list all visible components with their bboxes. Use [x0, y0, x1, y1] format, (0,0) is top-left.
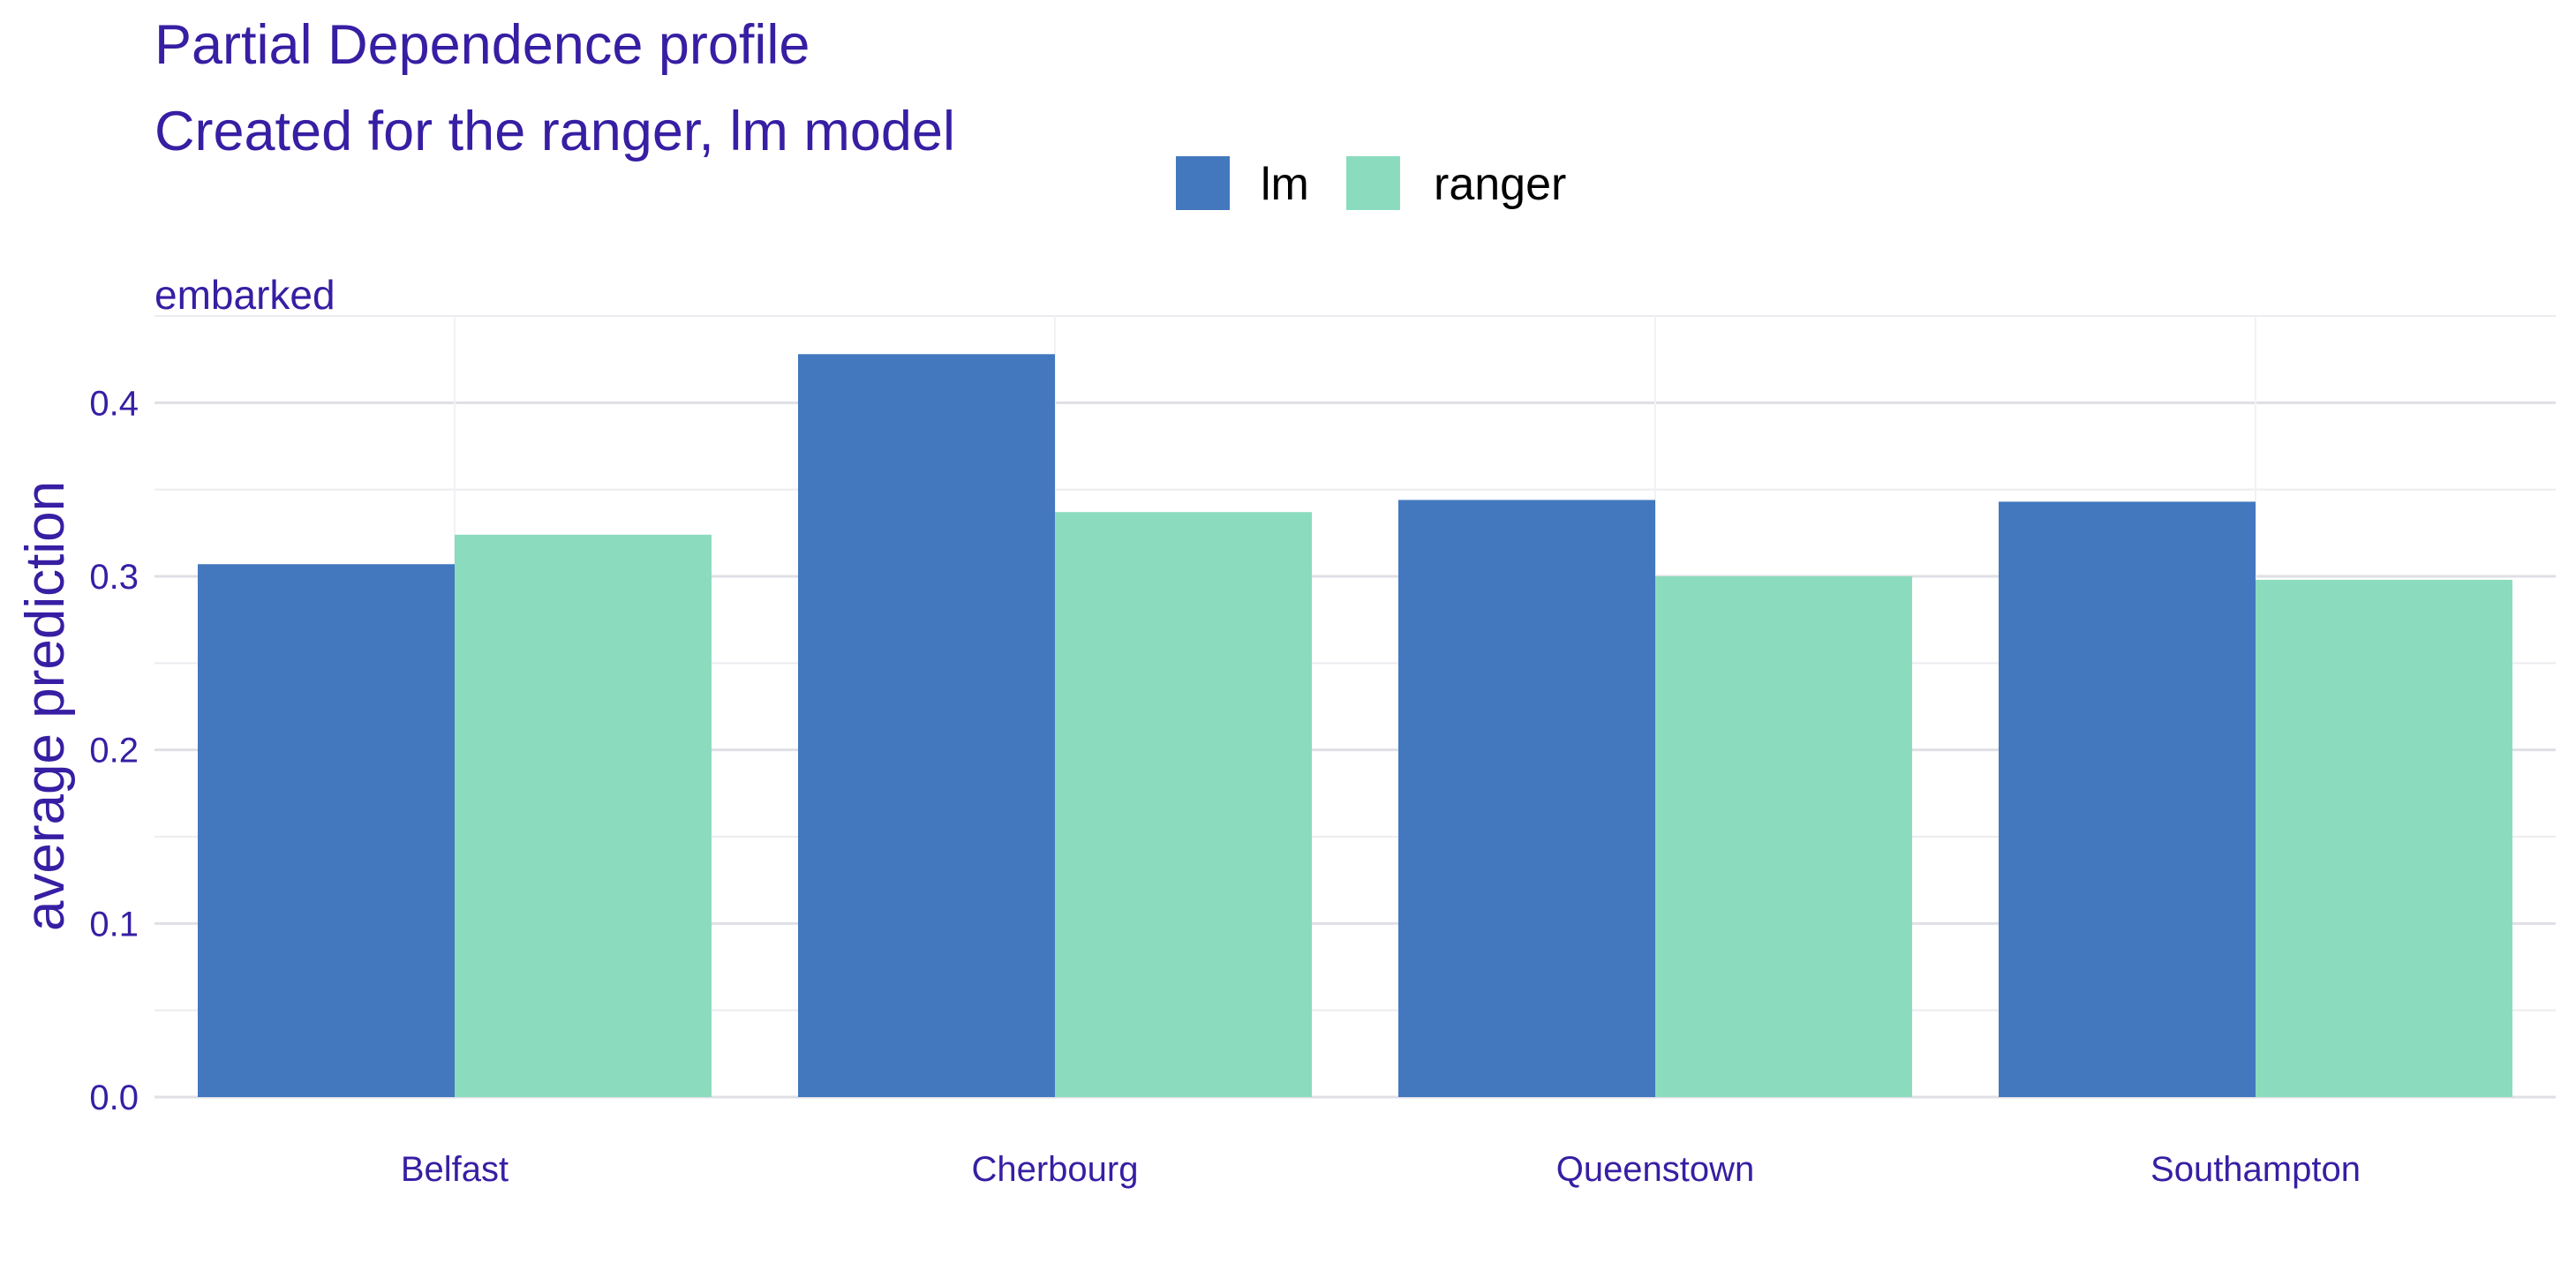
bar-ranger-cherbourg — [1055, 512, 1312, 1097]
chart-subtitle: Created for the ranger, lm model — [154, 101, 955, 162]
x-tick-label: Queenstown — [1556, 1150, 1755, 1189]
bar-ranger-belfast — [455, 534, 712, 1097]
bar-layer — [198, 354, 2512, 1097]
bar-ranger-queenstown — [1655, 576, 1912, 1097]
y-tick-label: 0.0 — [89, 1079, 139, 1117]
x-tick-label: Southampton — [2150, 1150, 2361, 1189]
x-tick-label: Cherbourg — [971, 1150, 1138, 1189]
chart-title: Partial Dependence profile — [154, 14, 810, 76]
y-tick-label: 0.2 — [89, 732, 139, 771]
legend-swatch-ranger — [1346, 156, 1400, 210]
axis-layer: Belfast Cherbourg Queenstown Southampton 0.0… — [89, 384, 2361, 1189]
legend-label-ranger: ranger — [1434, 159, 1566, 210]
bar-ranger-southampton — [2256, 579, 2512, 1097]
bar-lm-cherbourg — [798, 354, 1055, 1097]
y-tick-label: 0.1 — [89, 905, 139, 943]
legend: lm ranger — [1176, 156, 1566, 210]
bar-lm-queenstown — [1398, 500, 1655, 1097]
y-tick-label: 0.4 — [89, 384, 139, 423]
legend-label-lm: lm — [1261, 159, 1309, 210]
y-tick-label: 0.3 — [89, 558, 139, 597]
facet-label: embarked — [154, 272, 335, 318]
bar-lm-belfast — [198, 564, 455, 1097]
x-tick-label: Belfast — [401, 1150, 508, 1189]
y-axis-label: average prediction — [15, 481, 76, 931]
bar-lm-southampton — [1999, 501, 2256, 1097]
legend-swatch-lm — [1176, 156, 1230, 210]
